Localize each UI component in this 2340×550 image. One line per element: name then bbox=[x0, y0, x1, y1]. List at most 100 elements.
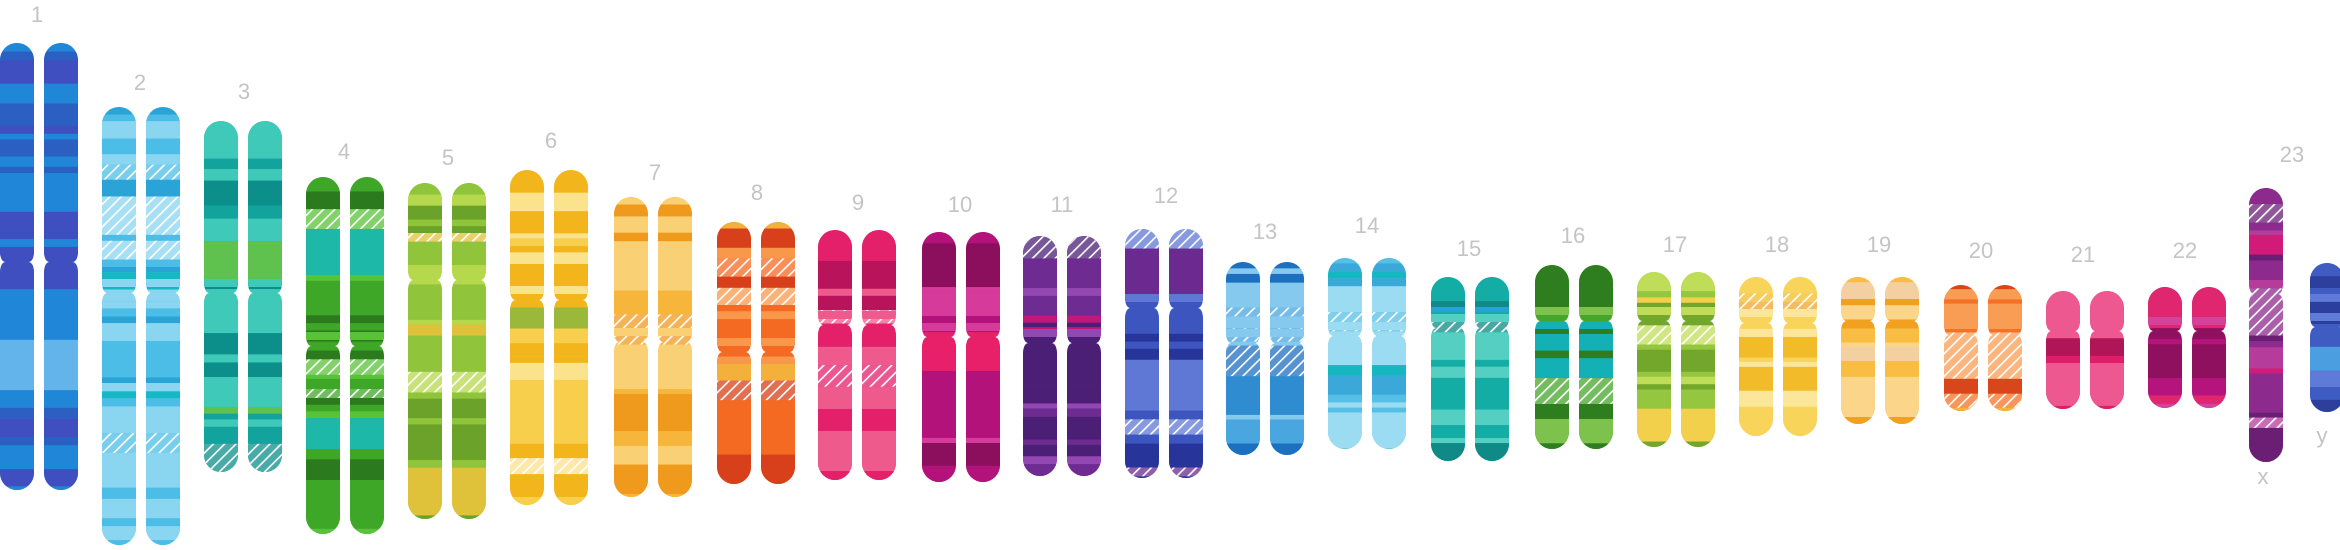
chromosome-band bbox=[554, 497, 588, 505]
chromosome-band bbox=[510, 328, 544, 344]
chromosome-band bbox=[102, 138, 136, 155]
chromosome-band bbox=[1988, 299, 2022, 304]
chromosome-band bbox=[1226, 329, 1260, 337]
chromosome-band bbox=[922, 332, 956, 371]
chromosome-band-hatched bbox=[1681, 325, 1715, 345]
chromosome-band bbox=[1637, 297, 1671, 303]
chromosome-band bbox=[350, 274, 384, 281]
chromosome-band bbox=[452, 424, 486, 460]
chromosome-band bbox=[1270, 414, 1304, 420]
chromosome-band bbox=[1023, 408, 1057, 417]
chromosome-band bbox=[1579, 329, 1613, 334]
chromosome-band bbox=[146, 138, 180, 155]
chromosome-band-hatched bbox=[1988, 393, 2022, 408]
chromosome-band bbox=[1328, 271, 1362, 279]
chromosome-band bbox=[862, 260, 896, 289]
chromosome-band bbox=[614, 204, 648, 217]
chromosome-band-hatched bbox=[1637, 325, 1671, 345]
chromosome-band bbox=[761, 319, 795, 357]
chromosome-band bbox=[102, 154, 136, 165]
chromosome-bands bbox=[1125, 229, 1159, 478]
chromosome-band bbox=[1431, 306, 1465, 312]
chromosome-band bbox=[102, 107, 136, 115]
chromosome-band-hatched bbox=[2249, 204, 2283, 223]
chromosome-band bbox=[717, 338, 751, 346]
chromosome-band bbox=[0, 166, 34, 174]
chromosome-band bbox=[1169, 348, 1203, 360]
chromosome-band bbox=[1475, 377, 1509, 387]
chromosome-bands bbox=[510, 170, 544, 505]
chromosome-band bbox=[1535, 404, 1569, 419]
chromosome-band bbox=[306, 332, 340, 340]
chromosome-band bbox=[1226, 282, 1260, 308]
chromosome-bands bbox=[554, 170, 588, 505]
chromosome-band bbox=[1067, 322, 1101, 328]
chromosome-band-hatched bbox=[761, 287, 795, 306]
chromosome-band bbox=[1431, 332, 1465, 360]
chromosome-band bbox=[1681, 297, 1715, 303]
chromosome-band bbox=[761, 409, 795, 455]
chromosome-band bbox=[1535, 307, 1569, 315]
chromosome-band bbox=[1023, 456, 1057, 465]
chromosome-band bbox=[102, 526, 136, 541]
chromosome-band bbox=[1328, 375, 1362, 395]
chromosome-band bbox=[1475, 301, 1509, 307]
chromosome-band bbox=[554, 211, 588, 234]
chromosome-band bbox=[966, 332, 1000, 371]
chromosome-band bbox=[1988, 285, 2022, 290]
chromosome-band bbox=[554, 379, 588, 429]
chromosome-band bbox=[102, 391, 136, 399]
chromosome-band-hatched bbox=[1739, 302, 1773, 311]
chromosome-band bbox=[146, 308, 180, 317]
chromosome-6-copy-1 bbox=[510, 170, 544, 505]
chromosome-band bbox=[761, 222, 795, 229]
chromosome-band-hatched bbox=[204, 443, 238, 472]
chromosome-band bbox=[2310, 313, 2340, 321]
chromosome-band bbox=[1579, 265, 1613, 313]
chromosome-band bbox=[306, 449, 340, 460]
chromosome-band bbox=[146, 487, 180, 499]
chromosome-pair-label: 12 bbox=[1154, 183, 1178, 208]
chromosome-band bbox=[452, 515, 486, 519]
chromosome-band bbox=[2249, 341, 2283, 348]
chromosome-band bbox=[102, 377, 136, 384]
chromosome-band-hatched bbox=[1125, 419, 1159, 435]
chromosome-band bbox=[1783, 366, 1817, 391]
chromosome-band bbox=[248, 362, 282, 377]
chromosome-band-hatched bbox=[452, 371, 486, 393]
chromosome-band bbox=[1681, 441, 1715, 447]
chromosome-band bbox=[146, 358, 180, 378]
chromosome-band bbox=[510, 192, 544, 212]
chromosome-band bbox=[1475, 306, 1509, 312]
chromosome-band bbox=[408, 424, 442, 460]
chromosome-band bbox=[408, 392, 442, 399]
chromosome-band bbox=[204, 362, 238, 377]
chromosome-band bbox=[146, 323, 180, 337]
chromosome-band bbox=[510, 252, 544, 265]
chromosome-band bbox=[717, 228, 751, 248]
chromosome-band bbox=[1169, 443, 1203, 468]
chromosome-band bbox=[658, 328, 692, 336]
chromosome-band bbox=[2249, 260, 2283, 283]
chromosome-band bbox=[146, 383, 180, 392]
chromosome-band bbox=[306, 459, 340, 480]
chromosome-band bbox=[204, 354, 238, 363]
chromosome-band bbox=[614, 197, 648, 205]
chromosome-bands bbox=[966, 232, 1000, 482]
chromosome-band bbox=[554, 428, 588, 444]
chromosome-band bbox=[1372, 394, 1406, 403]
chromosome-band bbox=[1169, 410, 1203, 420]
chromosome-band bbox=[1226, 341, 1260, 346]
chromosome-bands bbox=[248, 121, 282, 472]
chromosome-10-copy-2 bbox=[966, 232, 1000, 482]
chromosome-band bbox=[1431, 409, 1465, 426]
chromosome-band bbox=[44, 125, 78, 134]
chromosome-bands bbox=[146, 107, 180, 545]
chromosome-band bbox=[1328, 402, 1362, 408]
chromosome-band bbox=[614, 241, 648, 291]
chromosome-band bbox=[44, 390, 78, 408]
chromosome-band bbox=[1681, 272, 1715, 292]
chromosome-band bbox=[306, 404, 340, 412]
chromosome-5-copy-2 bbox=[452, 183, 486, 519]
chromosome-band bbox=[1535, 358, 1569, 379]
